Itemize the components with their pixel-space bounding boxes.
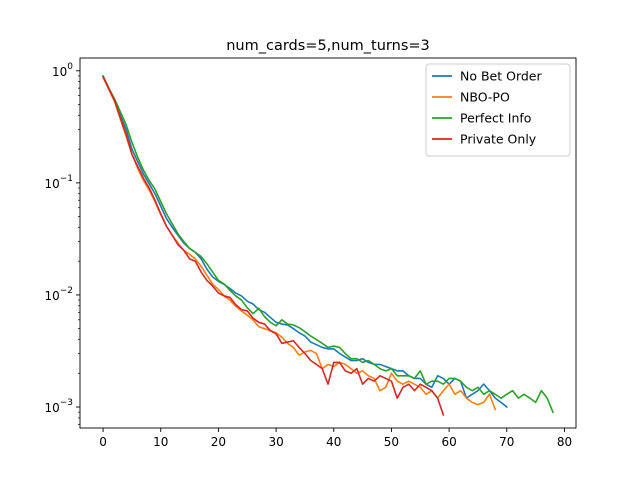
x-tick-label: 70 [499, 435, 514, 449]
series-line-private-only [102, 75, 445, 416]
y-tick-exponent: 0 [67, 62, 73, 72]
y-tick-base: 10 [44, 401, 59, 415]
legend-label: NBO-PO [460, 90, 510, 105]
y-tick-base: 10 [52, 65, 67, 79]
y-tick-exponent: −1 [60, 174, 73, 184]
y-tick-label: 10−1 [44, 174, 73, 191]
legend-label: Perfect Info [460, 111, 531, 126]
plot-frame [79, 57, 577, 429]
x-tick-label: 10 [153, 435, 168, 449]
legend: No Bet Order NBO-PO Perfect Info Private On… [425, 63, 571, 157]
y-tick-label: 10−3 [44, 398, 73, 415]
x-tick-label: 20 [211, 435, 226, 449]
series-line-no-bet-order [101, 75, 508, 409]
y-tick-label: 100 [52, 62, 73, 79]
y-tick-base: 10 [44, 289, 59, 303]
series-layer [101, 74, 554, 416]
legend-label: Private Only [460, 132, 537, 147]
y-tick-exponent: −3 [60, 398, 73, 408]
x-tick-label: 80 [557, 435, 572, 449]
series-line-perfect-info [102, 74, 554, 414]
x-tick-label: 30 [268, 435, 283, 449]
legend-label: No Bet Order [460, 69, 542, 84]
x-tick-label: 0 [99, 435, 107, 449]
x-axis: 0 10 20 30 40 50 60 70 80 [99, 428, 572, 449]
y-tick-label: 10−2 [44, 286, 73, 303]
legend-box [425, 63, 571, 157]
x-tick-label: 50 [384, 435, 399, 449]
y-tick-base: 10 [44, 177, 59, 191]
y-tick-exponent: −2 [60, 286, 73, 296]
x-tick-label: 40 [326, 435, 341, 449]
x-tick-label: 60 [441, 435, 456, 449]
chart-title: num_cards=5,num_turns=3 [226, 38, 430, 54]
